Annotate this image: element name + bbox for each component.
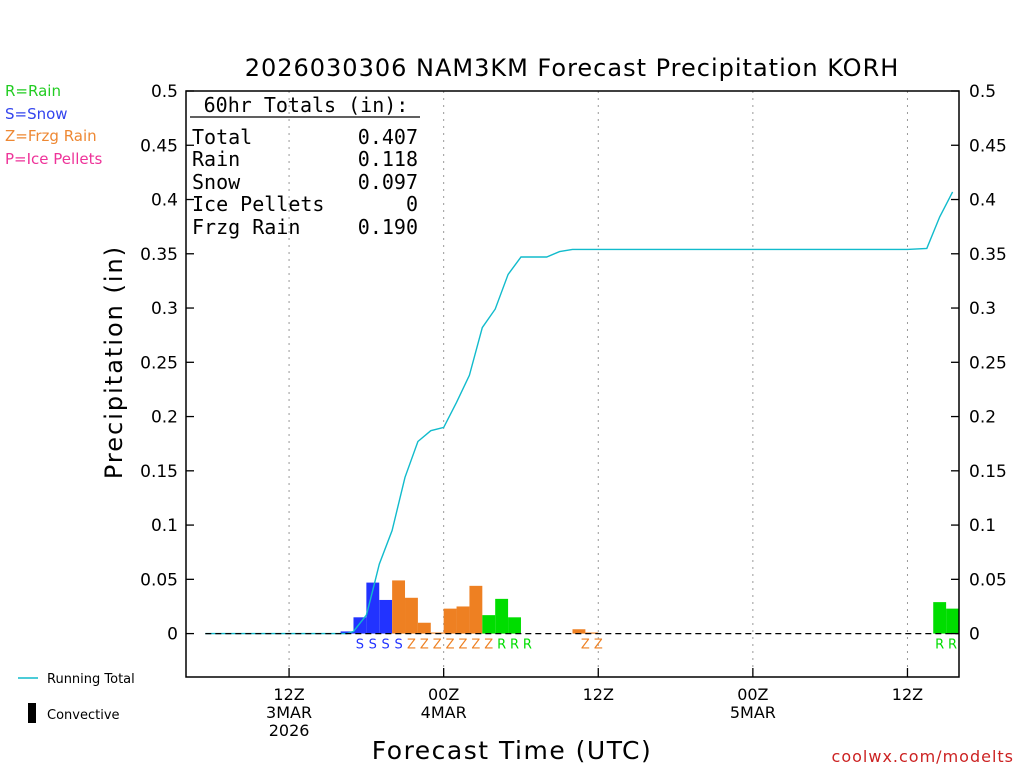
ytick-label-left-10: 0: [167, 625, 178, 645]
totals-label-snow: Snow: [192, 170, 241, 194]
xtick-label-0-2: 3MAR: [266, 703, 312, 722]
totals-value-snow: 0.097: [358, 170, 418, 194]
ytick-label-right-0: 0.5: [969, 82, 996, 102]
ytick-label-left-0: 0.5: [151, 82, 178, 102]
ytick-label-right-1: 0.45: [969, 136, 1007, 156]
ytick-label-left-6: 0.2: [151, 408, 178, 428]
running-total-line: [205, 191, 954, 635]
ytick-label-left-4: 0.3: [151, 299, 178, 319]
type-label-13: R: [523, 638, 532, 653]
type-label-10: Z: [484, 638, 493, 653]
ytick-label-right-7: 0.15: [969, 462, 1007, 482]
legend-snow: S=Snow: [5, 105, 68, 123]
ytick-label-left-2: 0.4: [151, 191, 178, 211]
bar-16: [933, 602, 947, 634]
type-label-11: R: [497, 638, 506, 653]
convective-swatch: [28, 703, 36, 723]
type-label-3: S: [394, 638, 402, 653]
totals-label-ice: Ice Pellets: [192, 192, 324, 216]
xtick-label-0-3: 2026: [269, 721, 310, 740]
ytick-label-right-2: 0.4: [969, 191, 996, 211]
ytick-label-right-5: 0.25: [969, 353, 1007, 373]
ytick-label-right-8: 0.1: [969, 516, 996, 536]
bar-0: [340, 631, 354, 634]
bar-1: [353, 617, 367, 634]
x-axis-label: Forecast Time (UTC): [372, 736, 652, 765]
bars-group: [340, 580, 959, 634]
bar-11: [482, 615, 496, 634]
type-label-15: Z: [594, 638, 603, 653]
bar-3: [379, 599, 393, 634]
xtick-label-3-2: 5MAR: [730, 703, 776, 722]
ytick-label-right-3: 0.35: [969, 245, 1007, 265]
ytick-label-right-6: 0.2: [969, 408, 996, 428]
plot-frame: [185, 90, 960, 678]
bar-8: [443, 608, 457, 634]
ytick-label-left-5: 0.25: [140, 353, 178, 373]
type-label-7: Z: [446, 638, 455, 653]
bar-6: [417, 622, 431, 634]
running-total-legend-label: Running Total: [47, 672, 135, 687]
y-axis-label: Precipitation (in): [100, 245, 128, 479]
legend-ice-pellets: P=Ice Pellets: [5, 150, 102, 168]
type-label-4: Z: [407, 638, 416, 653]
bar-14: [572, 629, 586, 634]
type-legend: R=Rain S=Snow Z=Frzg Rain P=Ice Pellets: [5, 82, 102, 168]
xtick-label-0-1: 12Z: [273, 685, 304, 704]
type-label-17: R: [948, 638, 957, 653]
xtick-label-3-1: 00Z: [737, 685, 768, 704]
totals-label-rain: Rain: [192, 147, 240, 171]
bar-5: [405, 597, 418, 634]
line-legend: Running Total Convective: [18, 672, 135, 723]
totals-value-frzg: 0.190: [358, 215, 418, 239]
ytick-label-left-9: 0.05: [140, 570, 178, 590]
ytick-label-left-7: 0.15: [140, 462, 178, 482]
type-label-5: Z: [420, 638, 429, 653]
convective-legend-label: Convective: [47, 708, 120, 723]
xtick-label-4-1: 12Z: [892, 685, 923, 704]
ytick-label-right-4: 0.3: [969, 299, 996, 319]
running-total-group: [205, 191, 954, 635]
ytick-label-left-1: 0.45: [140, 136, 178, 156]
credit-text: coolwx.com/modelts: [832, 747, 1014, 766]
xtick-label-2-1: 12Z: [583, 685, 614, 704]
y-axis: 0.5 0.5 0.45 0.45 0.4 0.4 0.35 0.35 0.3 0.3 0.25 0.…: [140, 82, 1007, 645]
type-label-14: Z: [581, 638, 590, 653]
ytick-label-left-3: 0.35: [140, 245, 178, 265]
bar-13: [508, 617, 521, 634]
bar-17: [946, 608, 959, 634]
bar-2: [366, 582, 380, 634]
legend-rain: R=Rain: [5, 82, 61, 100]
ytick-label-right-9: 0.05: [969, 570, 1007, 590]
bar-4: [392, 580, 406, 634]
type-label-0: S: [356, 638, 364, 653]
totals-value-rain: 0.118: [358, 147, 418, 171]
type-label-9: Z: [471, 638, 480, 653]
chart-title: 2026030306 NAM3KM Forecast Precipitation…: [245, 54, 900, 82]
legend-frzg-rain: Z=Frzg Rain: [5, 127, 97, 145]
type-label-6: Z: [433, 638, 442, 653]
bar-15: [585, 632, 599, 634]
type-label-8: Z: [459, 638, 468, 653]
type-label-12: R: [510, 638, 519, 653]
bar-9: [456, 606, 470, 634]
totals-box: 60hr Totals (in): Total 0.407 Rain 0.118…: [190, 93, 420, 239]
bar-12: [495, 598, 509, 634]
totals-value-total: 0.407: [358, 125, 418, 149]
type-label-2: S: [382, 638, 390, 653]
ytick-label-right-10: 0: [969, 625, 980, 645]
type-label-1: S: [369, 638, 377, 653]
bar-10: [469, 585, 483, 634]
totals-header: 60hr Totals (in):: [204, 93, 409, 117]
xtick-label-1-2: 4MAR: [421, 703, 467, 722]
ytick-label-left-8: 0.1: [151, 516, 178, 536]
xtick-label-1-1: 00Z: [428, 685, 459, 704]
type-label-16: R: [935, 638, 944, 653]
totals-label-frzg: Frzg Rain: [192, 215, 300, 239]
totals-label-total: Total: [192, 125, 252, 149]
totals-value-ice: 0: [406, 192, 418, 216]
